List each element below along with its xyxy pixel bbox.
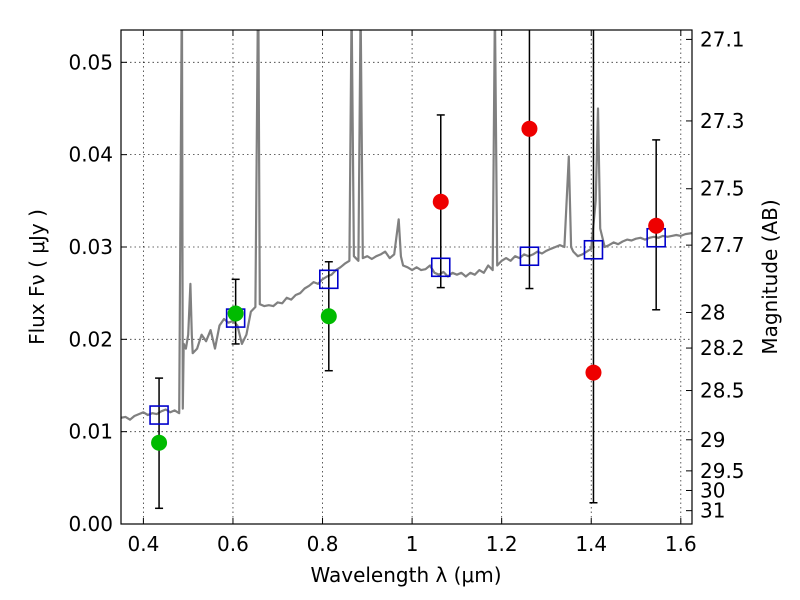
x-axis-label: Wavelength λ (μm) [310,563,501,587]
green-point [151,434,168,451]
x-tick-label: 0.4 [127,532,159,556]
y2-tick-label: 30 [700,478,725,502]
y2-tick-label: 29 [700,428,725,452]
red-point [648,217,665,234]
y-axis-label: Flux Fν ( μJy ) [25,209,49,345]
x-tick-label: 1.4 [575,532,607,556]
y-tick-label: 0.00 [68,512,113,536]
series-layer [121,30,692,510]
red-point [432,193,449,210]
green-point [227,305,244,322]
y2-tick-label: 27.7 [700,233,745,257]
spectrum-line [121,30,692,421]
y2-tick-label: 29.5 [700,459,745,483]
x-tick-label: 0.6 [217,532,249,556]
y2-axis-label: Magnitude (AB) [758,199,782,354]
y-tick-label: 0.05 [68,50,113,74]
y2-tick-label: 31 [700,499,725,523]
x-tick-label: 1.6 [665,532,697,556]
model-square [430,257,451,278]
red-point [585,364,602,381]
y2-tick-label: 28 [700,300,725,324]
model-square [149,405,169,425]
y-tick-label: 0.03 [68,235,113,259]
y-tick-label: 0.04 [68,143,113,167]
y2-tick-label: 27.5 [700,177,745,201]
model-square [318,269,339,290]
red-point [521,120,538,137]
tick-marks [121,30,692,525]
model-square [583,239,604,260]
plot-area [121,30,692,524]
x-tick-label: 1.2 [486,532,518,556]
y-tick-label: 0.01 [68,420,113,444]
y2-tick-label: 28.2 [700,336,745,360]
y2-tick-label: 27.1 [700,27,745,51]
x-tick-label: 1 [406,532,419,556]
x-tick-label: 0.8 [307,532,339,556]
y2-tick-label: 28.5 [700,379,745,403]
y2-tick-label: 27.3 [700,109,745,133]
tick-labels: 0.4 0.6 0.8 1 1.2 1.4 1.6 0.00 0.01 0.02 0.03 0.04 0… [68,27,744,556]
model-square [519,246,540,267]
green-point [320,308,337,325]
y-tick-label: 0.02 [68,327,113,351]
plot-frame [120,29,693,525]
